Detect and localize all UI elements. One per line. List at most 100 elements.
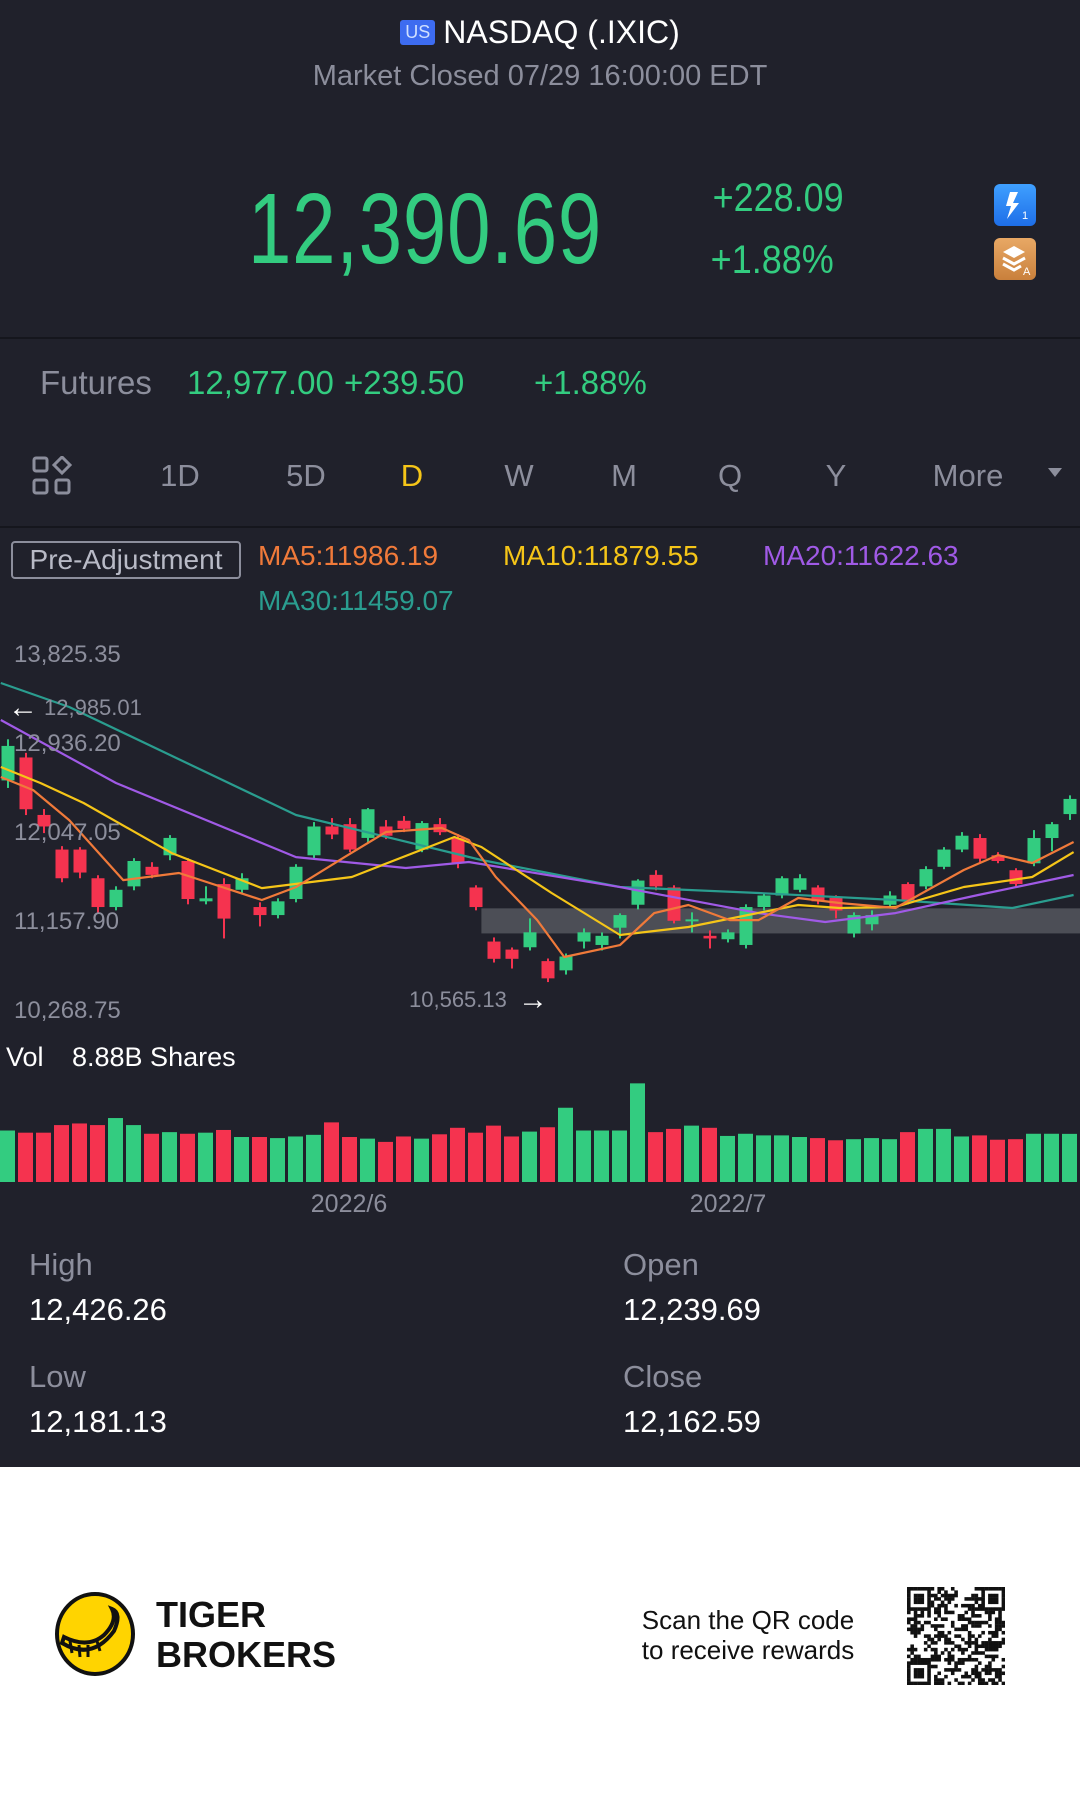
qr-module xyxy=(974,1597,979,1601)
qr-module xyxy=(994,1654,999,1659)
qr-module xyxy=(961,1637,965,1642)
volume-value: 8.88B Shares xyxy=(72,1042,236,1072)
qr-module xyxy=(937,1603,941,1608)
qr-module xyxy=(927,1678,931,1682)
qr-module xyxy=(957,1644,962,1649)
qr-module xyxy=(913,1671,918,1676)
qr-module xyxy=(910,1587,914,1591)
qr-module xyxy=(923,1620,928,1625)
qr-module xyxy=(977,1603,982,1608)
qr-module xyxy=(988,1624,992,1628)
qr-module xyxy=(964,1603,969,1608)
qr-module xyxy=(907,1610,911,1615)
volume-bar xyxy=(666,1128,681,1182)
qr-module xyxy=(988,1664,992,1669)
qr-module xyxy=(907,1607,911,1611)
qr-module xyxy=(988,1671,992,1676)
qr-module xyxy=(991,1678,996,1682)
qr-module xyxy=(954,1590,958,1594)
qr-module xyxy=(950,1657,955,1662)
qr-module xyxy=(947,1593,952,1598)
qr-module xyxy=(991,1600,996,1605)
qr-module xyxy=(957,1668,962,1672)
futures-price: 12,977.00 xyxy=(187,364,334,401)
volume-bar xyxy=(306,1134,321,1182)
stat-low-value: 12,181.13 xyxy=(29,1404,167,1439)
qr-module xyxy=(991,1644,996,1649)
candle-body xyxy=(487,941,501,959)
qr-module xyxy=(1001,1603,1005,1608)
qr-module xyxy=(988,1644,992,1649)
qr-module xyxy=(907,1593,911,1598)
qr-module xyxy=(923,1681,928,1685)
qr-module xyxy=(917,1630,921,1635)
qr-module xyxy=(977,1651,982,1655)
candle-body xyxy=(523,932,537,948)
stat-low-label: Low xyxy=(29,1359,86,1394)
qr-module xyxy=(964,1617,969,1621)
candle-body xyxy=(991,855,1005,861)
qr-module xyxy=(977,1674,982,1679)
qr-module xyxy=(994,1620,999,1625)
tab-w[interactable]: W xyxy=(504,458,534,493)
qr-module xyxy=(920,1607,925,1611)
qr-module xyxy=(920,1600,925,1605)
qr-module xyxy=(961,1624,965,1628)
tab-5d[interactable]: 5D xyxy=(286,458,326,493)
qr-module xyxy=(923,1587,928,1591)
qr-module xyxy=(934,1647,938,1652)
qr-module xyxy=(934,1674,938,1679)
qr-module xyxy=(927,1610,931,1615)
qr-module xyxy=(944,1593,948,1598)
chevron-down-icon[interactable] xyxy=(1048,468,1062,477)
tab-q[interactable]: Q xyxy=(717,458,743,493)
qr-module xyxy=(967,1603,972,1608)
grid-icon[interactable] xyxy=(32,454,73,501)
qr-module xyxy=(913,1627,918,1632)
qr-module xyxy=(950,1671,955,1676)
qr-module xyxy=(954,1593,958,1598)
qr-module xyxy=(944,1634,948,1638)
qr-module xyxy=(927,1657,931,1662)
qr-module xyxy=(930,1600,935,1605)
qr-module xyxy=(981,1641,985,1645)
qr-module xyxy=(984,1654,989,1659)
brand-name-line2: BROKERS xyxy=(156,1634,337,1675)
qr-module xyxy=(971,1597,975,1601)
stat-open-label: Open xyxy=(623,1247,699,1282)
lightning-level1-icon[interactable]: 1 xyxy=(994,184,1036,226)
tab-d[interactable]: D xyxy=(400,458,424,493)
tab-1d[interactable]: 1D xyxy=(160,458,200,493)
qr-module xyxy=(907,1664,911,1669)
layers-a-icon[interactable]: A xyxy=(994,238,1036,280)
qr-module xyxy=(994,1641,999,1645)
qr-module xyxy=(907,1671,911,1676)
volume-bar xyxy=(882,1139,897,1182)
qr-module xyxy=(984,1644,989,1649)
candlestick-chart[interactable] xyxy=(0,0,1080,1240)
qr-module xyxy=(954,1627,958,1632)
qr-module xyxy=(998,1607,1002,1611)
market-badge: US xyxy=(400,20,436,45)
qr-module xyxy=(950,1593,955,1598)
qr-module xyxy=(944,1617,948,1621)
qr-module xyxy=(994,1600,999,1605)
qr-module xyxy=(994,1630,999,1635)
qr-module xyxy=(981,1651,985,1655)
pre-adjustment-button[interactable]: Pre-Adjustment xyxy=(11,541,241,579)
qr-module xyxy=(998,1614,1002,1618)
ma20-label: MA20:11622.63 xyxy=(763,540,959,571)
volume-bar xyxy=(252,1137,267,1182)
qr-module xyxy=(971,1678,975,1682)
qr-module xyxy=(961,1661,965,1665)
qr-module xyxy=(991,1597,996,1601)
qr-module xyxy=(954,1664,958,1669)
qr-module xyxy=(998,1668,1002,1672)
tab-y[interactable]: Y xyxy=(825,458,847,493)
qr-module xyxy=(994,1668,999,1672)
tab-m[interactable]: M xyxy=(611,458,637,493)
tab-more[interactable]: More xyxy=(932,458,1004,493)
stat-high-value: 12,426.26 xyxy=(29,1292,167,1327)
qr-module xyxy=(907,1587,911,1591)
volume-bar xyxy=(1026,1133,1041,1182)
